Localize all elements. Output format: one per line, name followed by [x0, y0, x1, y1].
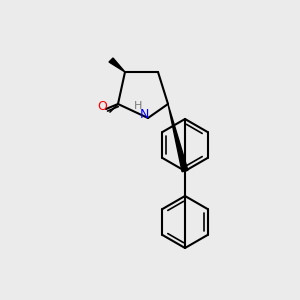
Text: O: O — [97, 100, 107, 113]
Text: H: H — [134, 101, 142, 111]
Polygon shape — [109, 58, 125, 72]
Text: N: N — [139, 107, 149, 121]
Polygon shape — [168, 104, 188, 172]
